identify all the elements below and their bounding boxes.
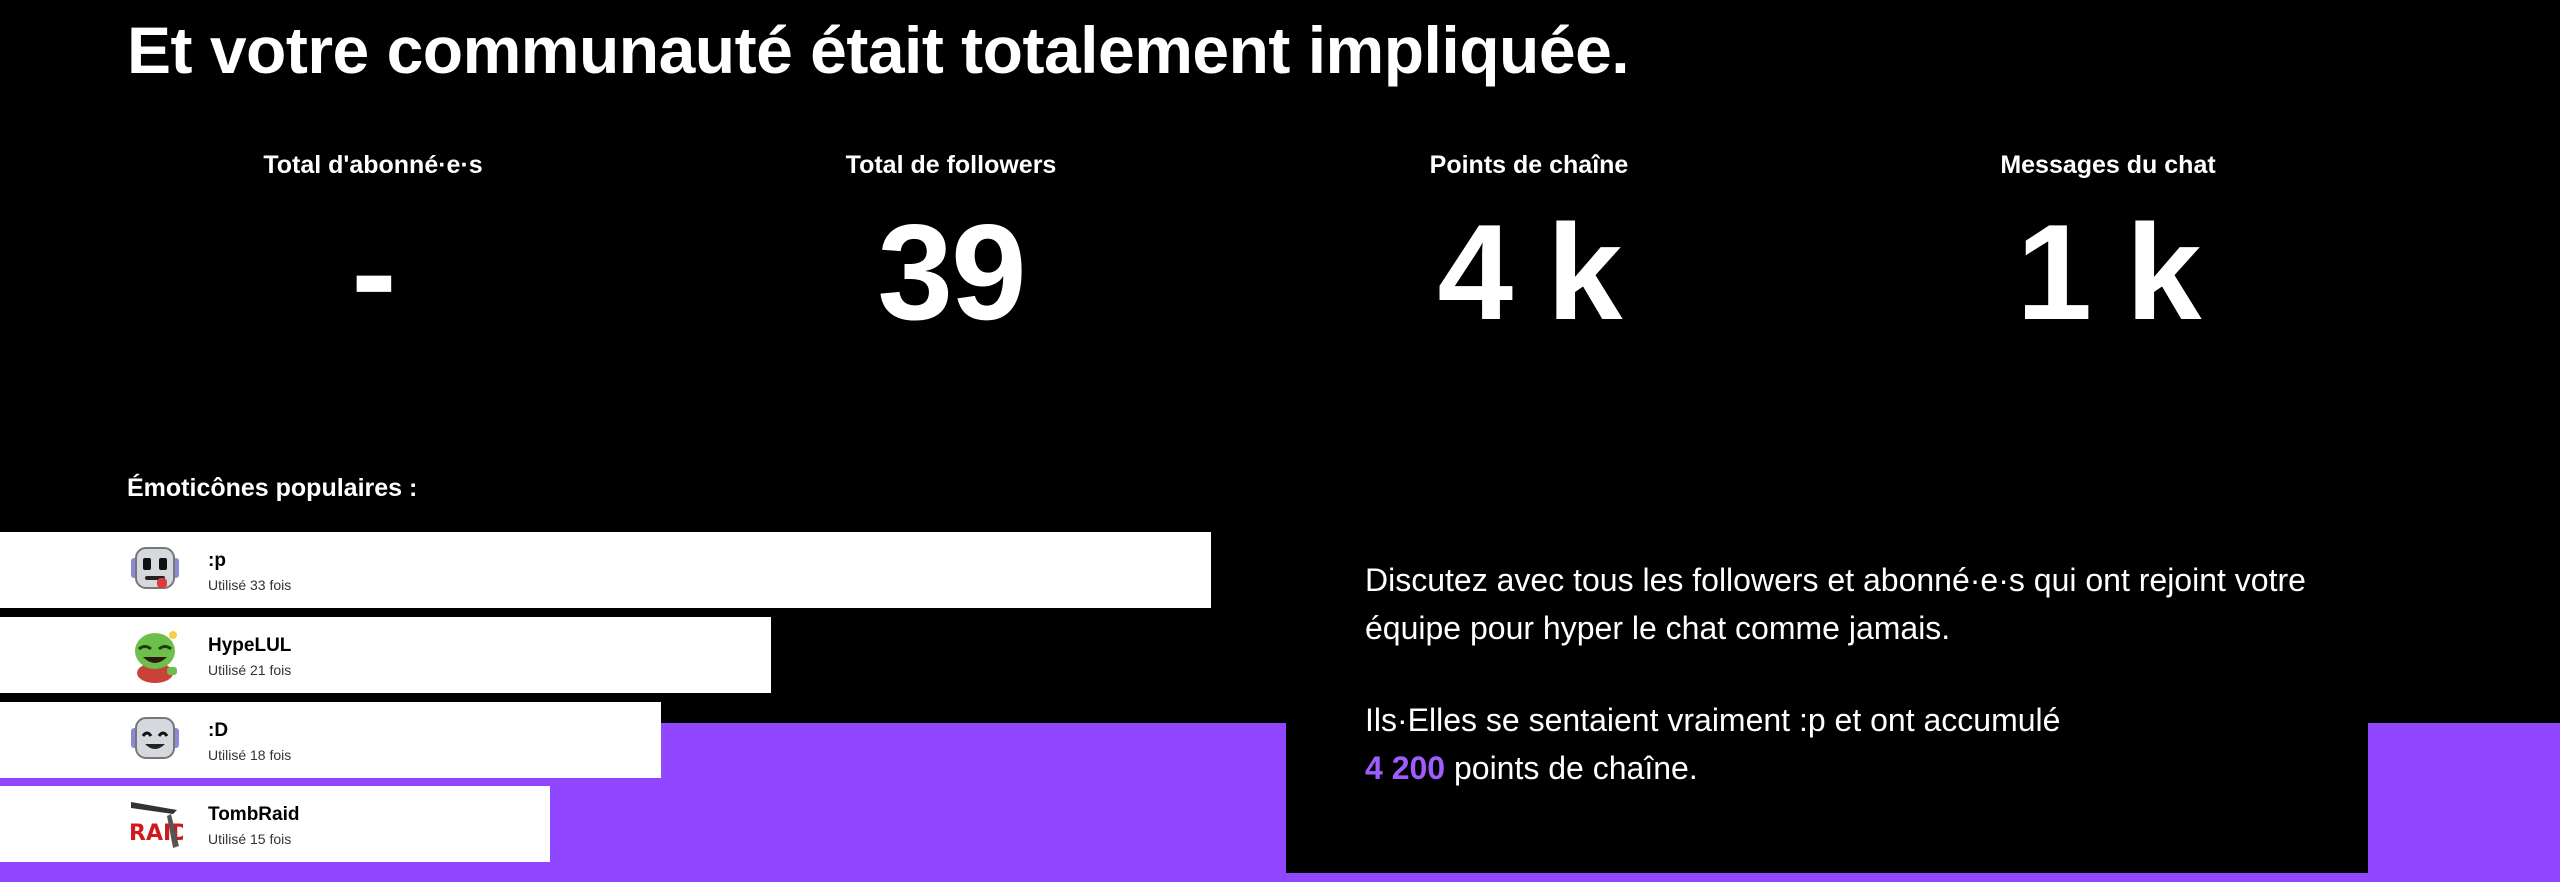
stat-total-followers: Total de followers 39 — [701, 145, 1201, 347]
emote-name: :p — [208, 550, 226, 571]
stat-label: Total de followers — [845, 151, 1057, 179]
emote-name: :D — [208, 720, 229, 741]
emote-usage: Utilisé 18 fois — [208, 747, 292, 763]
page-title: Et votre communauté était totalement imp… — [127, 13, 1630, 87]
tombraid-emote-icon: RAID — [129, 802, 183, 848]
popular-emotes-heading: Émoticônes populaires : — [127, 474, 418, 502]
emote-bar: HypeLUL Utilisé 21 fois — [0, 617, 771, 693]
stat-label: Messages du chat — [2000, 151, 2216, 179]
stats-row: Total d'abonné·e·s - Total de followers … — [123, 145, 2523, 355]
hypelul-emote-icon — [135, 631, 177, 683]
info-paragraph-points-suffix: points de chaîne. — [1445, 750, 1698, 786]
info-panel: Discutez avec tous les followers et abon… — [1286, 512, 2368, 873]
stat-value: 39 — [877, 196, 1026, 348]
emote-name: HypeLUL — [208, 635, 292, 656]
stat-value: 4 k — [1437, 196, 1622, 348]
info-paragraph-points: Ils·Elles se sentaient vraiment :p et on… — [1365, 696, 2345, 792]
emote-usage: Utilisé 15 fois — [208, 831, 292, 847]
stat-label: Total d'abonné·e·s — [263, 151, 483, 179]
robot-tongue-emote-icon — [131, 547, 179, 589]
emote-usage: Utilisé 21 fois — [208, 662, 292, 678]
channel-points-value: 4 200 — [1365, 750, 1446, 786]
stat-value: - — [351, 196, 396, 348]
stat-chat-messages: Messages du chat 1 k — [1858, 145, 2358, 347]
stat-channel-points: Points de chaîne 4 k — [1279, 145, 1779, 347]
stat-value: 1 k — [2016, 196, 2201, 348]
emote-name: TombRaid — [208, 804, 300, 825]
stat-total-subscribers: Total d'abonné·e·s - — [123, 145, 623, 347]
emote-bar: :D Utilisé 18 fois — [0, 702, 661, 778]
emote-usage: Utilisé 33 fois — [208, 577, 292, 593]
info-paragraph-chat: Discutez avec tous les followers et abon… — [1365, 562, 2306, 646]
robot-smile-emote-icon — [131, 717, 179, 759]
emote-bar: :p Utilisé 33 fois — [0, 532, 1211, 608]
info-paragraph-points-line: Ils·Elles se sentaient vraiment :p et on… — [1365, 702, 2061, 738]
emote-bar: RAID TombRaid Utilisé 15 fois — [0, 786, 550, 862]
stat-label: Points de chaîne — [1429, 151, 1629, 179]
